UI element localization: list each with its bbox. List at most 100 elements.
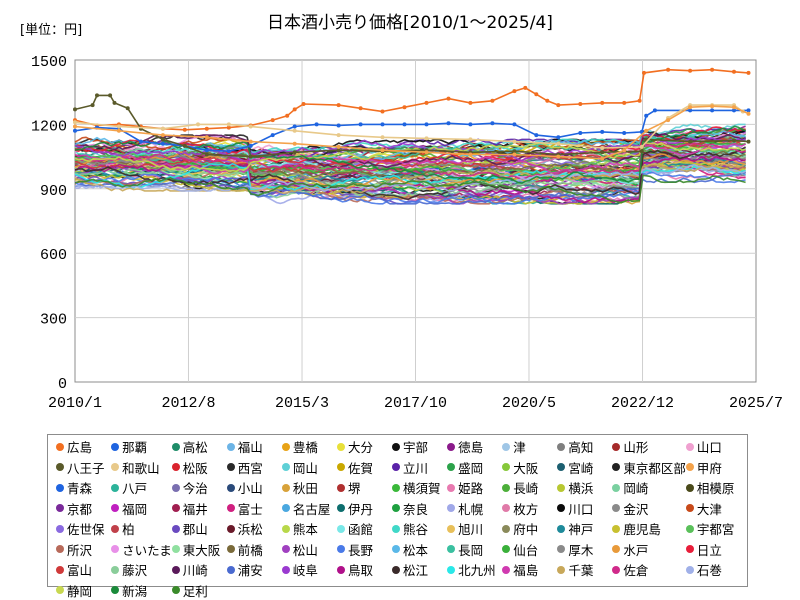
legend-item[interactable]: 千葉 — [557, 561, 612, 578]
legend-item[interactable]: 伊丹 — [336, 500, 392, 517]
legend-item[interactable]: 熊谷 — [392, 520, 447, 537]
legend-item[interactable]: 函館 — [336, 520, 392, 537]
series-point — [108, 93, 113, 98]
legend-item[interactable]: 静岡 — [56, 582, 111, 599]
legend-item[interactable]: 藤沢 — [111, 561, 172, 578]
legend-item[interactable]: 熊本 — [281, 520, 337, 537]
legend-item[interactable]: 小山 — [226, 479, 282, 496]
legend-item[interactable]: 姫路 — [447, 479, 502, 496]
legend-item[interactable]: 札幌 — [447, 500, 502, 517]
legend-item[interactable]: 高知 — [557, 438, 612, 455]
legend-item[interactable]: 仙台 — [502, 541, 557, 558]
legend-item[interactable]: 秋田 — [281, 479, 337, 496]
legend-item[interactable]: 松阪 — [171, 459, 227, 476]
legend-item[interactable]: 豊橋 — [281, 438, 337, 455]
legend-item[interactable]: 甲府 — [685, 459, 741, 476]
legend-item[interactable]: 今治 — [171, 479, 227, 496]
legend-item[interactable]: 前橋 — [226, 541, 282, 558]
legend-item[interactable]: 八戸 — [111, 479, 172, 496]
legend-item[interactable]: 郡山 — [171, 520, 227, 537]
legend-item[interactable]: 京都 — [56, 500, 111, 517]
legend-item[interactable]: 大分 — [336, 438, 392, 455]
legend-item[interactable]: 佐倉 — [612, 561, 686, 578]
legend-item[interactable]: 大阪 — [502, 459, 557, 476]
legend-item[interactable]: 川口 — [557, 500, 612, 517]
legend-item[interactable]: 相模原 — [685, 479, 741, 496]
legend-item[interactable]: 富山 — [56, 561, 111, 578]
legend-item[interactable]: 水戸 — [612, 541, 686, 558]
legend-item[interactable]: 松山 — [281, 541, 337, 558]
legend-label: 姫路 — [458, 481, 484, 496]
series-point — [732, 138, 736, 143]
legend-item[interactable]: 名古屋 — [281, 500, 337, 517]
legend-item[interactable]: 長野 — [336, 541, 392, 558]
legend-item[interactable]: 山口 — [685, 438, 741, 455]
legend-item[interactable]: 山形 — [612, 438, 686, 455]
legend-item[interactable]: 奈良 — [392, 500, 447, 517]
legend-item[interactable]: 宮崎 — [557, 459, 612, 476]
legend-marker-icon — [226, 524, 235, 533]
legend-item[interactable]: 石巻 — [685, 561, 741, 578]
y-tick-label: 900 — [40, 183, 67, 200]
legend-item[interactable]: 岐阜 — [281, 561, 337, 578]
legend-item[interactable]: 鳥取 — [336, 561, 392, 578]
series-point — [336, 103, 341, 108]
legend-item[interactable]: 金沢 — [612, 500, 686, 517]
legend-item[interactable]: 鹿児島 — [612, 520, 686, 537]
legend-item[interactable]: 宇部 — [392, 438, 447, 455]
legend-item[interactable]: 旭川 — [447, 520, 502, 537]
legend-item[interactable]: 長岡 — [447, 541, 502, 558]
legend-item[interactable]: 宇都宮 — [685, 520, 741, 537]
legend-item[interactable]: 東京都区部 — [612, 459, 686, 476]
legend-item[interactable]: 岡山 — [281, 459, 337, 476]
legend-item[interactable]: 松本 — [392, 541, 447, 558]
legend-item[interactable]: 那覇 — [111, 438, 172, 455]
legend-item[interactable]: 福島 — [502, 561, 557, 578]
legend-item[interactable]: 立川 — [392, 459, 447, 476]
legend-item[interactable]: 高松 — [171, 438, 227, 455]
legend-label: 金沢 — [623, 501, 649, 517]
legend-item[interactable]: 福山 — [226, 438, 282, 455]
legend-item[interactable]: 浦安 — [226, 561, 282, 578]
legend-item[interactable]: 日立 — [685, 541, 741, 558]
legend-item[interactable]: 柏 — [111, 520, 172, 537]
legend-item[interactable]: 青森 — [56, 479, 111, 496]
legend-marker-icon — [111, 483, 120, 492]
legend-item[interactable]: 枚方 — [502, 500, 557, 517]
legend-item[interactable]: 徳島 — [447, 438, 502, 455]
legend-item[interactable]: 堺 — [336, 479, 392, 496]
legend-item[interactable]: 新潟 — [111, 582, 172, 599]
legend-item[interactable]: 大津 — [685, 500, 741, 517]
legend-item[interactable]: 長崎 — [502, 479, 557, 496]
legend-item[interactable]: 横浜 — [557, 479, 612, 496]
series-point — [639, 144, 644, 149]
legend-item[interactable]: 神戸 — [557, 520, 612, 537]
legend-item[interactable]: 広島 — [56, 438, 111, 455]
legend-item[interactable]: 津 — [502, 438, 557, 455]
legend-item[interactable]: 横須賀 — [392, 479, 447, 496]
legend-item[interactable]: 北九州 — [447, 561, 502, 578]
legend-item[interactable]: 和歌山 — [111, 459, 172, 476]
legend-item[interactable]: 西宮 — [226, 459, 282, 476]
legend-item[interactable]: さいたま — [111, 541, 172, 558]
legend-item[interactable]: 佐世保 — [56, 520, 111, 537]
legend-marker-icon — [392, 524, 401, 533]
legend-item[interactable]: 八王子 — [56, 459, 111, 476]
legend-item[interactable]: 府中 — [502, 520, 557, 537]
legend-item[interactable]: 松江 — [392, 561, 447, 578]
series-point — [644, 113, 649, 118]
legend-item[interactable]: 岡崎 — [612, 479, 686, 496]
legend-item[interactable]: 厚木 — [557, 541, 612, 558]
series-point — [556, 154, 561, 159]
legend-item[interactable]: 足利 — [171, 582, 227, 599]
legend-item[interactable]: 福井 — [171, 500, 227, 517]
legend-item[interactable]: 東大阪 — [171, 541, 227, 558]
legend-item[interactable]: 福岡 — [111, 500, 172, 517]
legend-item[interactable]: 川崎 — [171, 561, 227, 578]
legend-item[interactable]: 佐賀 — [336, 459, 392, 476]
legend-item[interactable]: 富士 — [226, 500, 282, 517]
legend-item[interactable]: 所沢 — [56, 541, 111, 558]
x-tick-label: 2020/5 — [502, 395, 556, 412]
legend-item[interactable]: 浜松 — [226, 520, 282, 537]
legend-item[interactable]: 盛岡 — [447, 459, 502, 476]
